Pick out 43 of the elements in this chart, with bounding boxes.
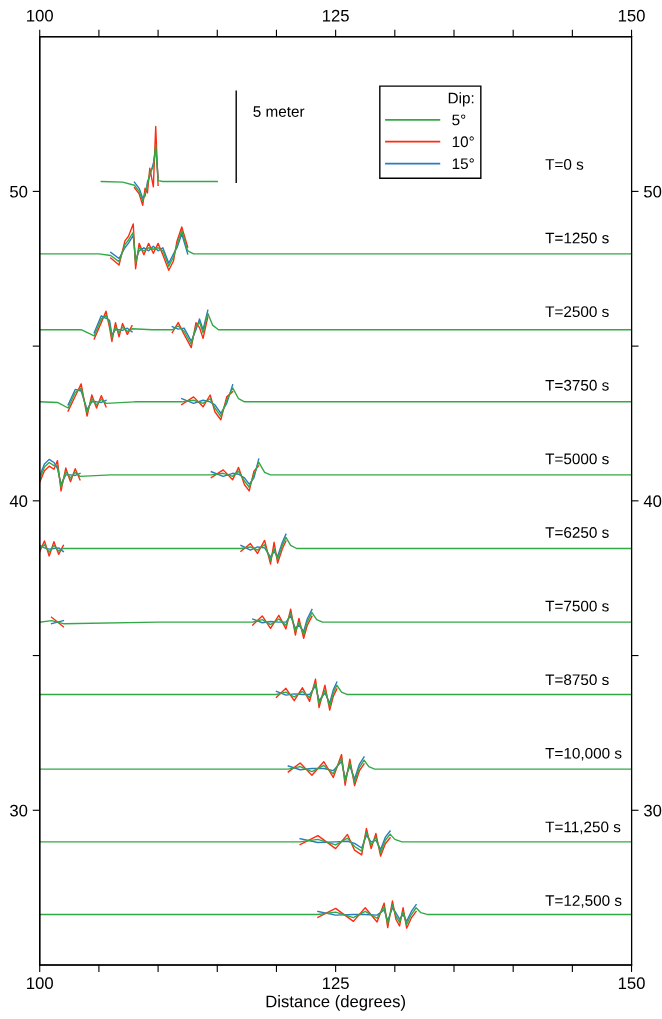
annotation: T=8750 s [545, 674, 609, 686]
y-tick-label: 30 [10, 804, 28, 817]
line-series [317, 900, 417, 929]
annotation: T=1250 s [545, 232, 609, 244]
line-series [275, 678, 338, 711]
annotation: T=10,000 s [545, 747, 622, 761]
line-series [39, 611, 632, 636]
annotation: T=12,500 s [545, 895, 622, 908]
x-tick-label: 100 [27, 977, 53, 990]
y2-tick-label: 40 [643, 495, 662, 508]
annotation: T=6250 s [545, 527, 609, 538]
line-series [299, 827, 391, 857]
annotation: T=2500 s [545, 306, 609, 318]
legend-label: 10° [452, 136, 474, 148]
y-tick-label: 50 [10, 185, 28, 198]
annotation: T=7500 s [545, 600, 609, 612]
x-tick-label: 150 [618, 977, 645, 990]
x2-tick-label: 150 [618, 9, 645, 22]
line-series [39, 230, 632, 267]
x2-tick-label: 125 [323, 9, 349, 22]
legend-title: Dip: [448, 92, 474, 107]
line-series [110, 223, 189, 272]
line-series [100, 144, 218, 202]
y2-tick-label: 30 [643, 804, 662, 817]
line-series [299, 830, 391, 851]
line-series [275, 681, 338, 704]
line-series [110, 233, 189, 264]
x2-tick-label: 100 [27, 9, 53, 22]
line-series [317, 903, 417, 923]
annotation: T=5000 s [545, 453, 609, 465]
legend-label: 15° [452, 158, 474, 170]
annotation: 5 meter [253, 106, 305, 117]
legend-label: 5° [452, 114, 466, 126]
y2-tick-label: 50 [644, 185, 662, 198]
line-series [39, 536, 632, 561]
annotation: T=11,250 s [545, 821, 621, 835]
annotation: T=3750 s [545, 379, 609, 391]
x-axis-title: Distance (degrees) [266, 995, 406, 1011]
y-tick-label: 40 [9, 495, 28, 508]
x-tick-label: 125 [323, 977, 349, 990]
annotation: T=0 s [545, 159, 584, 170]
line-series [287, 756, 365, 780]
line-series [287, 753, 365, 787]
